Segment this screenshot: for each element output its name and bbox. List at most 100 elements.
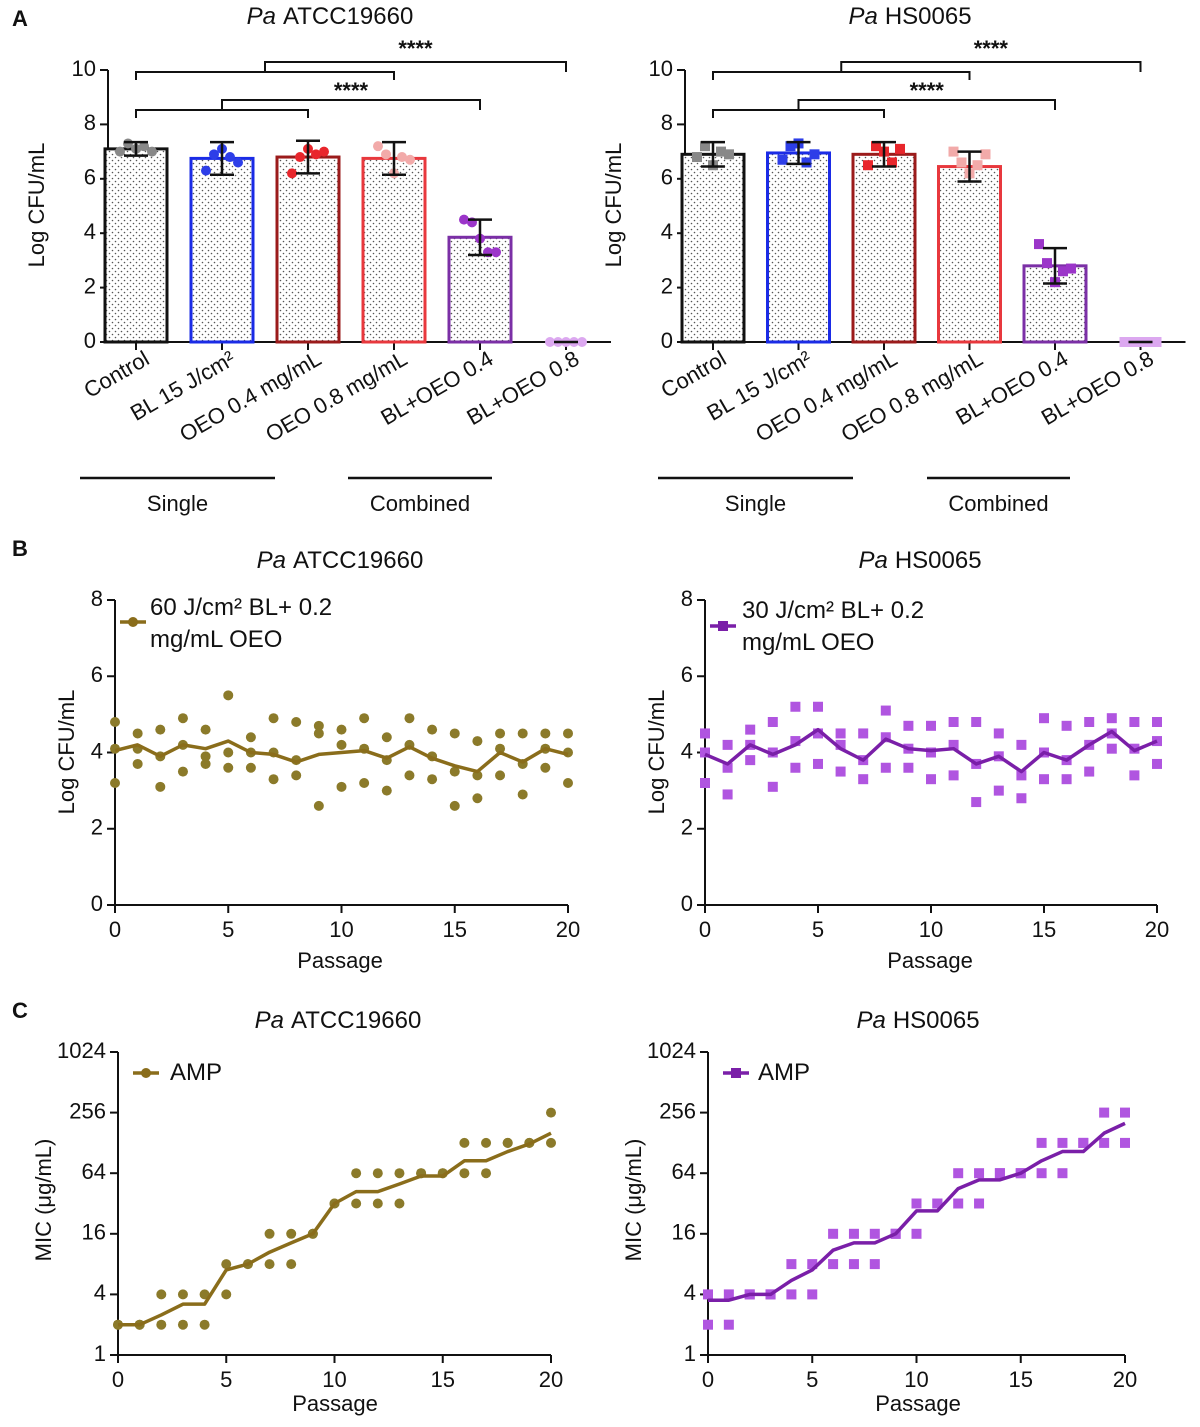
replicate-point bbox=[245, 762, 256, 773]
data-point bbox=[1058, 266, 1068, 277]
replicate-point bbox=[199, 1319, 210, 1330]
replicate-point bbox=[381, 785, 392, 796]
y-tick-label: 8 bbox=[84, 110, 96, 135]
data-point bbox=[692, 152, 702, 163]
replicate-point bbox=[286, 1259, 297, 1270]
data-point bbox=[405, 154, 415, 165]
data-point bbox=[809, 149, 820, 160]
replicate-point bbox=[540, 762, 551, 773]
replicate-point bbox=[459, 1168, 470, 1179]
replicate-point bbox=[1016, 770, 1027, 781]
y-tick-label: 2 bbox=[84, 273, 96, 298]
x-tick-label: 0 bbox=[112, 1367, 124, 1392]
bar bbox=[937, 165, 1002, 344]
replicate-point bbox=[200, 724, 211, 735]
legend-marker bbox=[128, 617, 138, 627]
data-point bbox=[311, 149, 321, 160]
legend: AMP bbox=[758, 1059, 810, 1086]
x-tick-label: 20 bbox=[539, 1367, 563, 1392]
series-line bbox=[704, 727, 1158, 774]
replicate-point bbox=[880, 732, 891, 743]
replicate-point bbox=[903, 720, 914, 731]
legend-label: 30 J/cm² BL+ 0.2 mg/mL OEO bbox=[742, 597, 925, 656]
replicate-point bbox=[223, 747, 234, 758]
title-part: Pa bbox=[856, 1007, 885, 1034]
replicate-point bbox=[869, 1259, 880, 1270]
y-tick-label: 0 bbox=[681, 891, 693, 916]
replicate-point bbox=[1057, 1137, 1068, 1148]
significance-label: **** bbox=[974, 36, 1009, 61]
replicate-point bbox=[1084, 766, 1095, 777]
x-axis-label: Passage bbox=[292, 1391, 378, 1416]
y-tick-label: 6 bbox=[84, 165, 96, 190]
replicate-point bbox=[953, 1168, 964, 1179]
replicate-point bbox=[948, 717, 959, 727]
replicate-point bbox=[132, 758, 143, 769]
y-tick-label: 4 bbox=[94, 1280, 106, 1305]
error-bar bbox=[468, 218, 492, 257]
replicate-point bbox=[835, 739, 846, 750]
bar bbox=[361, 156, 427, 344]
data-point bbox=[139, 141, 149, 152]
legend-marker bbox=[718, 621, 728, 631]
data-point bbox=[147, 146, 157, 157]
data-point bbox=[972, 160, 983, 171]
replicate-point bbox=[381, 732, 392, 743]
replicate-point bbox=[848, 1228, 859, 1239]
replicate-point bbox=[948, 770, 959, 781]
replicate-point bbox=[869, 1228, 880, 1239]
title-part: Pa bbox=[255, 1007, 284, 1034]
x-tick-label: 5 bbox=[220, 1367, 232, 1392]
replicate-point bbox=[291, 717, 302, 727]
replicate-point bbox=[313, 728, 324, 739]
replicate-point bbox=[971, 717, 982, 727]
data-point bbox=[233, 157, 243, 168]
data-point bbox=[700, 141, 710, 152]
legend: 60 J/cm² BL+ 0.2 mg/mL OEO bbox=[150, 594, 332, 653]
replicate-point bbox=[540, 728, 551, 739]
x-tick-label: 20 bbox=[1113, 1367, 1137, 1392]
y-tick-label: 0 bbox=[91, 891, 103, 916]
data-point bbox=[397, 152, 407, 163]
data-point bbox=[1119, 337, 1130, 347]
error-bar bbox=[210, 140, 234, 176]
x-tick-label: 10 bbox=[329, 917, 353, 942]
replicate-point bbox=[404, 713, 415, 724]
data-point bbox=[1066, 263, 1076, 274]
replicate-point bbox=[481, 1137, 492, 1148]
data-point bbox=[724, 149, 734, 160]
replicate-point bbox=[807, 1259, 818, 1270]
replicate-point bbox=[156, 1319, 167, 1330]
y-axis-label: MIC (μg/mL) bbox=[31, 1139, 56, 1262]
title-part: HS0065 bbox=[893, 1007, 980, 1034]
y-tick-label: 2 bbox=[661, 273, 673, 298]
data-point bbox=[956, 157, 967, 168]
replicate-point bbox=[813, 701, 823, 712]
group-label: Combined bbox=[370, 491, 470, 516]
replicate-point bbox=[903, 762, 914, 773]
y-tick-label: 10 bbox=[72, 56, 96, 81]
y-axis-label: Log CFU/mL bbox=[601, 143, 626, 268]
title-part: HS0065 bbox=[895, 547, 982, 574]
replicate-point bbox=[336, 724, 347, 735]
replicate-point bbox=[394, 1198, 405, 1209]
replicate-point bbox=[974, 1168, 985, 1179]
replicate-point bbox=[563, 728, 573, 739]
replicate-point bbox=[221, 1289, 232, 1300]
replicate-point bbox=[359, 778, 370, 788]
replicate-point bbox=[722, 762, 733, 773]
data-point bbox=[373, 141, 383, 152]
x-tick-label: OEO 0.8 mg/mL bbox=[261, 346, 411, 447]
replicate-point bbox=[156, 1289, 167, 1300]
replicate-point bbox=[723, 1289, 734, 1300]
title-part: ATCC19660 bbox=[293, 547, 423, 574]
y-tick-label: 6 bbox=[91, 662, 103, 687]
data-point bbox=[980, 149, 991, 160]
data-point bbox=[895, 143, 905, 154]
replicate-point bbox=[813, 728, 823, 739]
error-bar bbox=[382, 140, 406, 176]
replicate-point bbox=[199, 1289, 210, 1300]
replicate-point bbox=[427, 724, 438, 735]
replicate-point bbox=[703, 1319, 713, 1330]
